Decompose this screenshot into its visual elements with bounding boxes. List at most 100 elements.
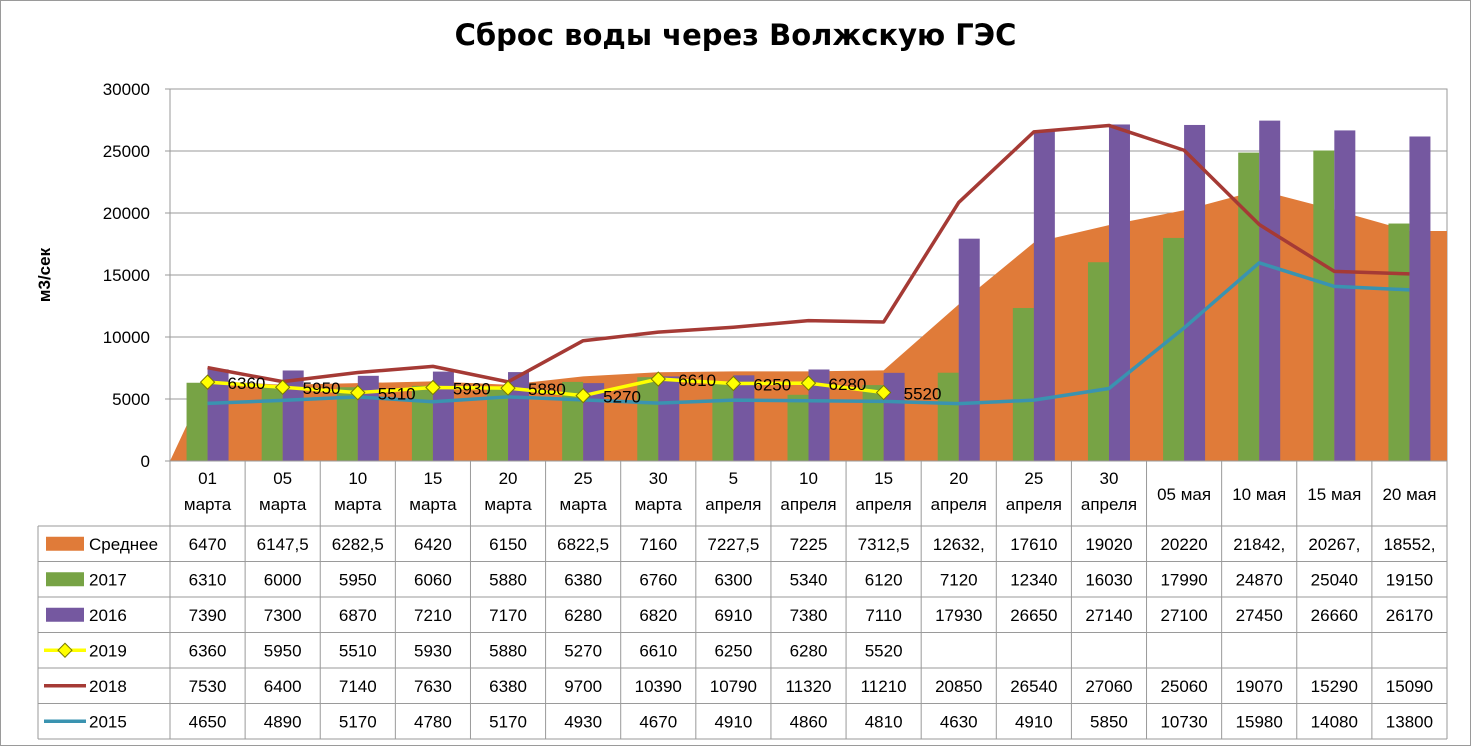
legend-key-2016 [46, 607, 84, 622]
legend-label: 2017 [89, 570, 127, 589]
x-tick-label: 10 [348, 469, 367, 488]
table-cell: 4670 [639, 712, 677, 731]
table-cell: 15290 [1311, 677, 1358, 696]
table-cell: 15980 [1236, 712, 1283, 731]
table-cell: 11210 [861, 677, 907, 696]
legend-key-Среднее [46, 536, 84, 551]
bar-2016 [658, 376, 680, 461]
bar-2017 [411, 385, 433, 461]
x-tick-label: апреля [931, 495, 987, 514]
table-cell: 17610 [1010, 535, 1057, 554]
legend-key-2017 [46, 572, 84, 587]
table-cell: 4810 [865, 712, 903, 731]
x-tick-label: 20 мая [1382, 485, 1436, 504]
table-cell: 7312,5 [858, 535, 910, 554]
table-cell: 5880 [489, 570, 527, 589]
table-cell: 19070 [1236, 677, 1283, 696]
table-cell: 6250 [714, 641, 752, 660]
table-cell: 5950 [264, 641, 302, 660]
table-cell: 4910 [1015, 712, 1053, 731]
table-cell: 7227,5 [707, 535, 759, 554]
table-cell: 5270 [564, 641, 602, 660]
table-cell: 6060 [414, 570, 452, 589]
table-cell: 25060 [1160, 677, 1207, 696]
bar-2017 [637, 377, 659, 461]
y-tick-label: 30000 [103, 80, 150, 99]
bar-2017 [787, 394, 809, 461]
table-cell: 6420 [414, 535, 452, 554]
data-label-2019: 6610 [678, 371, 716, 390]
table-cell: 12340 [1010, 570, 1057, 589]
data-label-2019: 5510 [378, 385, 416, 404]
table-cell: 15090 [1386, 677, 1433, 696]
bar-2017 [1238, 152, 1260, 461]
table-cell: 26170 [1386, 606, 1433, 625]
bar-2016 [883, 372, 905, 461]
data-label-2019: 6280 [829, 375, 867, 394]
data-label-2019: 5930 [453, 379, 491, 398]
x-tick-label: 01 [198, 469, 217, 488]
table-cell: 20267, [1308, 535, 1360, 554]
y-tick-label: 20000 [103, 204, 150, 223]
table-cell: 6120 [865, 570, 903, 589]
x-tick-label: 20 [499, 469, 518, 488]
table-cell: 6147,5 [257, 535, 309, 554]
table-cell: 6310 [189, 570, 227, 589]
table-cell: 5930 [414, 641, 452, 660]
table-cell: 5880 [489, 641, 527, 660]
marker-2019 [274, 379, 291, 395]
x-tick-label: 10 [799, 469, 818, 488]
table-cell: 6300 [714, 570, 752, 589]
table-cell: 4650 [189, 712, 227, 731]
line-series-2019 [207, 377, 884, 398]
x-tick-label: 05 [273, 469, 292, 488]
bar-2016 [1259, 120, 1281, 462]
table-cell: 7120 [940, 570, 978, 589]
x-tick-label: марта [184, 495, 232, 514]
bar-2016 [1409, 136, 1431, 461]
data-label-2019: 5880 [528, 380, 566, 399]
x-tick-label: марта [484, 495, 532, 514]
bar-2017 [712, 382, 734, 461]
x-tick-label: апреля [856, 495, 912, 514]
table-cell: 4780 [414, 712, 452, 731]
x-tick-label: марта [334, 495, 382, 514]
table-cell: 6360 [189, 641, 227, 660]
table-cell: 5170 [339, 712, 377, 731]
data-label-2019: 5950 [303, 379, 341, 398]
y-tick-label: 25000 [103, 142, 150, 161]
legend-label: 2015 [89, 712, 127, 731]
table-cell: 5170 [489, 712, 527, 731]
table-cell: 26540 [1010, 677, 1057, 696]
bar-2017 [1012, 307, 1034, 461]
table-cell: 7390 [189, 606, 227, 625]
bar-2017 [336, 387, 358, 461]
table-cell: 7210 [414, 606, 452, 625]
marker-2019 [500, 380, 516, 396]
data-label-2019: 5520 [904, 385, 942, 404]
x-tick-label: 30 [1100, 469, 1119, 488]
table-cell: 27060 [1085, 677, 1132, 696]
table-cell: 6150 [489, 535, 527, 554]
bar-2016 [808, 369, 830, 461]
x-tick-label: марта [635, 495, 683, 514]
x-tick-label: апреля [1081, 495, 1137, 514]
table-cell: 7140 [339, 677, 377, 696]
table-cell: 7160 [639, 535, 677, 554]
table-cell: 4910 [714, 712, 752, 731]
table-cell: 7380 [790, 606, 828, 625]
table-cell: 19020 [1085, 535, 1132, 554]
legend-label: 2019 [89, 641, 127, 660]
table-cell: 6280 [790, 641, 828, 660]
table-cell: 7225 [790, 535, 828, 554]
table-cell: 4890 [264, 712, 302, 731]
legend-label: 2018 [89, 677, 127, 696]
bar-2017 [261, 386, 283, 461]
x-tick-label: апреля [705, 495, 761, 514]
marker-2019 [875, 384, 892, 401]
bar-2016 [958, 238, 980, 461]
table-cell: 10790 [710, 677, 757, 696]
table-cell: 7530 [189, 677, 227, 696]
table-cell: 10730 [1160, 712, 1207, 731]
table-cell: 26650 [1010, 606, 1057, 625]
